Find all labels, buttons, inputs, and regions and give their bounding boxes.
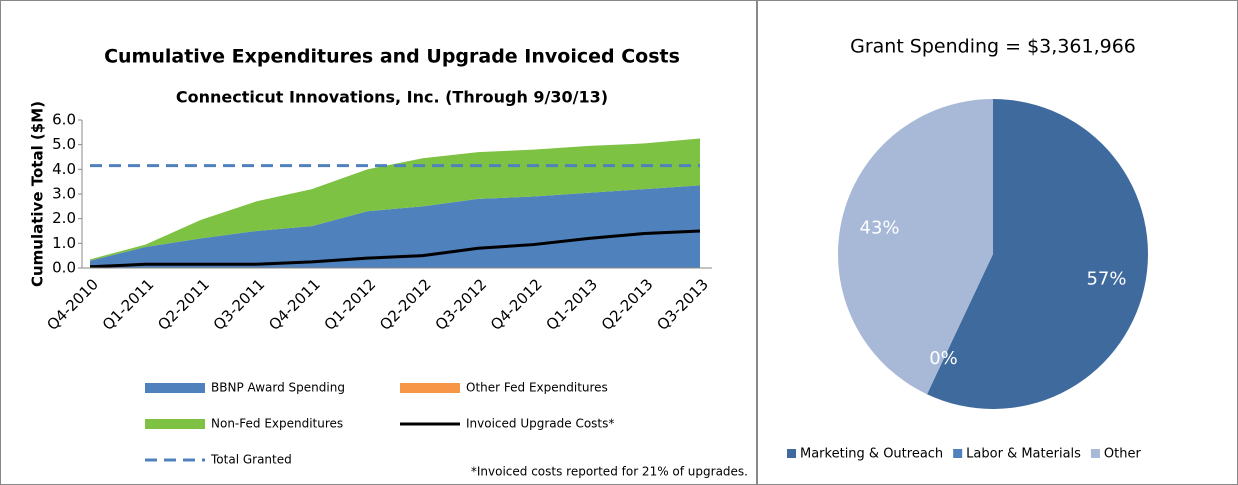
y-tick-label: 5.0 (52, 135, 76, 153)
y-tick-label: 4.0 (52, 160, 76, 178)
x-tick-label: Q4-2011 (265, 275, 324, 334)
legend-swatch (145, 383, 205, 393)
x-tick-label: Q4-2012 (487, 275, 546, 334)
x-tick-label: Q2-2011 (154, 275, 213, 334)
x-tick-label: Q1-2011 (99, 275, 158, 334)
x-tick-label: Q1-2013 (542, 275, 601, 334)
y-tick-label: 3.0 (52, 185, 76, 203)
y-tick-label: 6.0 (52, 111, 76, 129)
legend-label: Total Granted (210, 453, 292, 467)
line (89, 229, 701, 269)
legend-label: Other (1104, 447, 1142, 462)
chart-title: Cumulative Expenditures and Upgrade Invo… (104, 46, 680, 68)
legend-label: Labor & Materials (966, 447, 1081, 462)
legend-swatch (1090, 449, 1100, 458)
legend-swatch (953, 449, 963, 458)
y-axis-label: Cumulative Total ($M) (29, 101, 47, 287)
legend-label: Marketing & Outreach (800, 447, 943, 462)
y-tick-label: 2.0 (52, 209, 76, 227)
x-tick-label: Q1-2012 (321, 275, 380, 334)
area (90, 138, 700, 261)
data-label: 57% (1086, 268, 1126, 289)
legend-swatch (145, 419, 205, 429)
chart-subtitle: Connecticut Innovations, Inc. (Through 9… (176, 88, 608, 107)
chart-title: Grant Spending = $3,361,966 (850, 36, 1136, 58)
x-tick-label: Q4-2010 (43, 275, 102, 334)
legend-label: Invoiced Upgrade Costs* (466, 417, 614, 431)
data-label: 0% (929, 348, 958, 369)
legend-label: BBNP Award Spending (211, 381, 345, 395)
legend-label: Non-Fed Expenditures (211, 417, 343, 431)
pie-slice (838, 98, 993, 395)
area (90, 185, 700, 268)
data-label: 43% (860, 218, 900, 239)
x-tick-label: Q2-2012 (376, 275, 435, 334)
legend-swatch (400, 383, 460, 393)
y-tick-label: 0.0 (52, 259, 76, 277)
x-tick-label: Q3-2012 (432, 275, 491, 334)
legend-swatch (787, 449, 796, 458)
pie-slice (927, 99, 1148, 409)
footnote: *Invoiced costs reported for 21% of upgr… (471, 465, 748, 479)
x-tick-label: Q3-2013 (653, 275, 712, 334)
legend-label: Other Fed Expenditures (466, 381, 608, 395)
y-tick-label: 1.0 (52, 234, 76, 252)
x-tick-label: Q2-2013 (598, 275, 657, 334)
x-tick-label: Q3-2011 (210, 275, 269, 334)
